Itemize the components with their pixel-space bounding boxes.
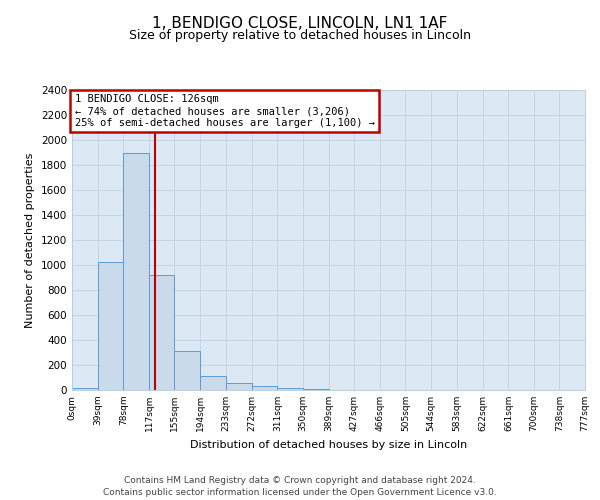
- Bar: [277, 388, 303, 390]
- X-axis label: Distribution of detached houses by size in Lincoln: Distribution of detached houses by size …: [190, 440, 467, 450]
- Bar: [72, 388, 98, 390]
- Bar: [175, 350, 200, 390]
- Text: 1, BENDIGO CLOSE, LINCOLN, LN1 1AF: 1, BENDIGO CLOSE, LINCOLN, LN1 1AF: [152, 16, 448, 31]
- Bar: [98, 262, 124, 390]
- Text: Contains public sector information licensed under the Open Government Licence v3: Contains public sector information licen…: [103, 488, 497, 497]
- Bar: [200, 376, 226, 390]
- Text: Contains HM Land Registry data © Crown copyright and database right 2024.: Contains HM Land Registry data © Crown c…: [124, 476, 476, 485]
- Text: Size of property relative to detached houses in Lincoln: Size of property relative to detached ho…: [129, 29, 471, 42]
- Bar: [226, 383, 251, 390]
- Y-axis label: Number of detached properties: Number of detached properties: [25, 152, 35, 328]
- Bar: [124, 152, 149, 390]
- Bar: [251, 386, 277, 390]
- Bar: [149, 275, 175, 390]
- Text: 1 BENDIGO CLOSE: 126sqm
← 74% of detached houses are smaller (3,206)
25% of semi: 1 BENDIGO CLOSE: 126sqm ← 74% of detache…: [74, 94, 374, 128]
